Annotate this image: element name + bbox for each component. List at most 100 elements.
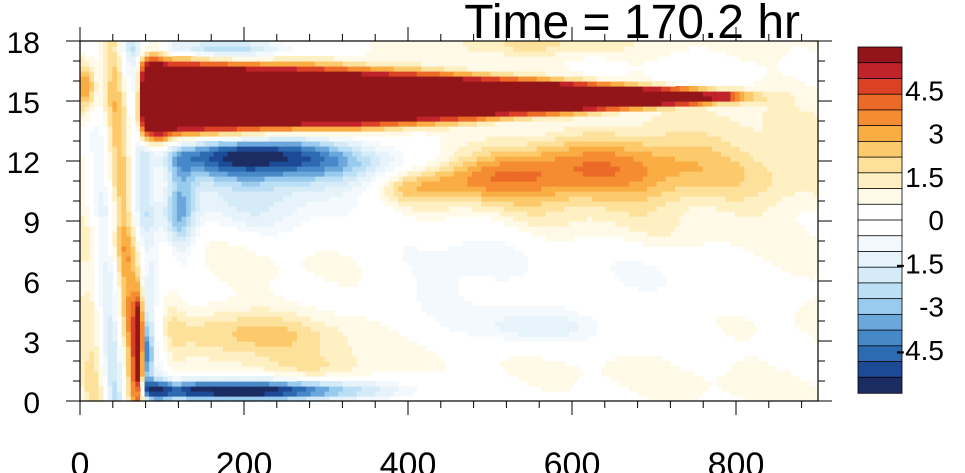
field-cell — [499, 361, 505, 367]
field-cell — [647, 366, 653, 372]
field-cell — [495, 171, 501, 177]
field-cell — [449, 166, 455, 172]
field-cell — [619, 221, 625, 227]
field-cell — [269, 311, 275, 317]
field-cell — [199, 391, 206, 397]
field-cell — [545, 306, 552, 312]
field-cell — [315, 251, 321, 257]
field-cell — [449, 176, 455, 182]
field-cell — [241, 396, 247, 402]
field-cell — [338, 201, 344, 207]
field-cell — [112, 326, 118, 332]
field-cell — [481, 331, 487, 337]
field-cell — [218, 336, 224, 342]
field-cell — [209, 316, 215, 322]
field-cell — [753, 186, 759, 192]
field-cell — [93, 191, 100, 197]
field-cell — [679, 231, 685, 237]
field-cell — [352, 151, 358, 157]
field-cell — [532, 181, 538, 187]
field-cell — [642, 221, 648, 227]
field-cell — [605, 216, 612, 222]
field-cell — [227, 201, 233, 207]
field-cell — [651, 391, 658, 397]
field-cell — [716, 181, 722, 187]
field-cell — [767, 366, 773, 372]
field-cell — [365, 321, 372, 327]
field-cell — [504, 321, 510, 327]
field-cell — [149, 351, 155, 357]
field-cell — [651, 181, 658, 187]
field-cell — [393, 391, 399, 397]
field-cell — [116, 176, 123, 182]
field-cell — [89, 361, 95, 367]
field-cell — [93, 316, 100, 322]
field-cell — [435, 271, 441, 277]
field-cell — [513, 271, 519, 277]
field-cell — [407, 261, 413, 267]
field-cell — [582, 321, 588, 327]
field-cell — [135, 201, 141, 207]
field-cell — [421, 366, 427, 372]
field-cell — [181, 386, 187, 392]
field-cell — [564, 386, 570, 392]
field-cell — [781, 221, 787, 227]
field-cell — [610, 376, 616, 382]
field-cell — [758, 381, 764, 387]
field-cell — [167, 386, 173, 392]
field-cell — [278, 181, 284, 187]
field-cell — [425, 251, 432, 257]
field-cell — [324, 341, 330, 347]
field-cell — [785, 161, 791, 167]
field-cell — [195, 186, 201, 192]
field-cell — [241, 271, 247, 277]
field-cell — [481, 256, 487, 262]
field-cell — [679, 236, 685, 242]
field-cell — [269, 261, 275, 267]
field-cell — [693, 226, 699, 232]
field-cell — [504, 151, 510, 157]
field-cell — [190, 151, 196, 157]
field-cell — [241, 366, 247, 372]
field-cell — [513, 256, 519, 262]
field-cell — [287, 171, 293, 177]
field-cell — [453, 256, 459, 262]
field-cell — [292, 341, 298, 347]
field-cell — [615, 231, 621, 237]
field-cell — [587, 201, 593, 207]
field-cell — [347, 366, 353, 372]
field-cell — [555, 181, 561, 187]
field-cell — [485, 246, 492, 252]
field-cell — [665, 231, 671, 237]
field-cell — [393, 346, 399, 352]
field-cell — [144, 316, 150, 322]
field-cell — [591, 171, 598, 177]
field-cell — [476, 261, 482, 267]
field-cell — [633, 211, 639, 217]
field-cell — [679, 381, 685, 387]
field-cell — [80, 261, 86, 267]
field-cell — [319, 361, 326, 367]
field-cell — [375, 166, 381, 172]
field-cell — [638, 186, 644, 192]
field-cell — [753, 241, 759, 247]
field-cell — [398, 346, 404, 352]
field-cell — [361, 171, 367, 177]
field-cell — [665, 186, 671, 192]
field-cell — [352, 261, 358, 267]
field-cell — [522, 356, 529, 362]
field-cell — [282, 211, 289, 217]
field-cell — [236, 216, 243, 222]
field-cell — [550, 166, 556, 172]
field-cell — [762, 391, 768, 397]
field-cell — [624, 166, 630, 172]
field-cell — [734, 161, 741, 167]
field-cell — [292, 191, 298, 197]
field-cell — [615, 216, 621, 222]
field-cell — [675, 201, 681, 207]
field-cell — [435, 176, 441, 182]
field-cell — [734, 226, 741, 232]
field-cell — [522, 221, 529, 227]
field-cell — [781, 166, 787, 172]
field-cell — [799, 311, 805, 317]
